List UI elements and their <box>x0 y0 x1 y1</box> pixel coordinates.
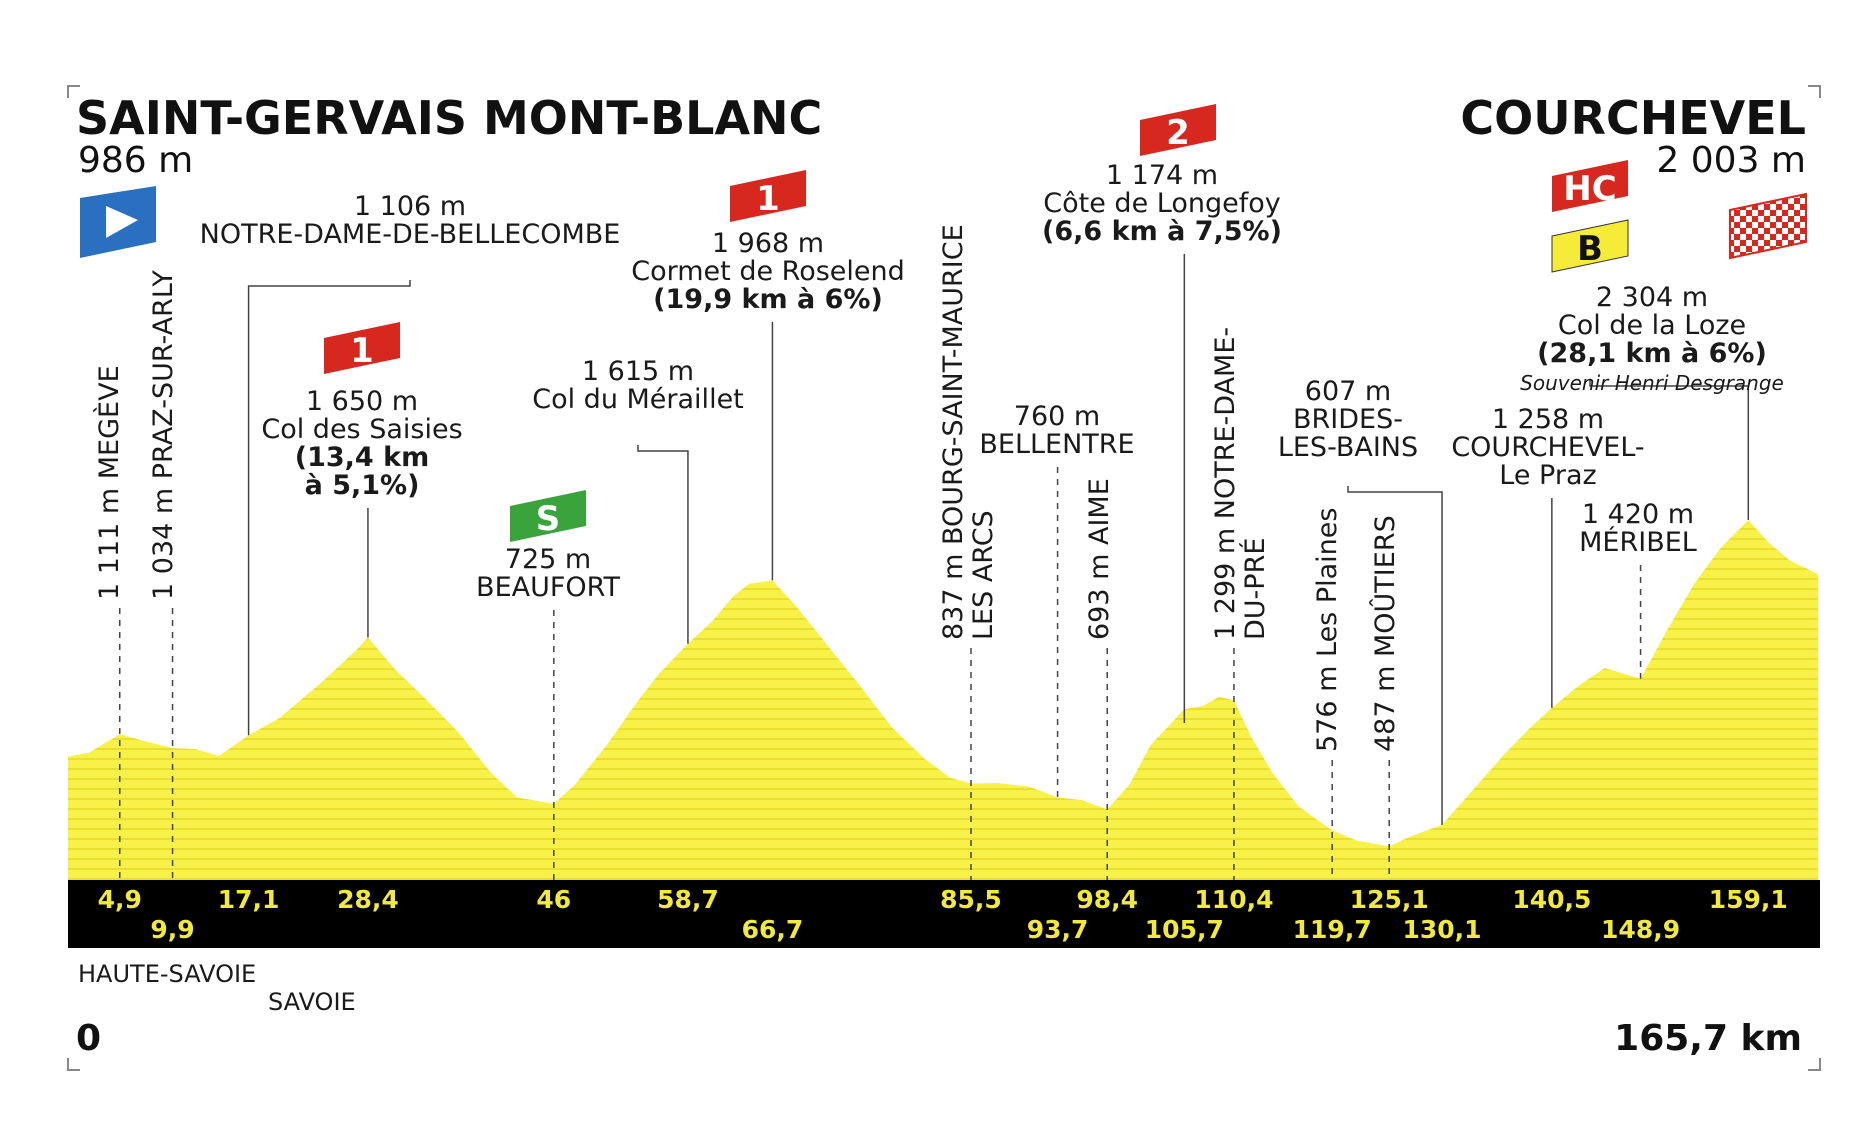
place-label: BELLENTRE <box>979 429 1134 460</box>
place-label: 837 m BOURG-SAINT-MAURICE <box>938 224 969 640</box>
km-marker-label: 85,5 <box>940 885 1002 914</box>
guide-line <box>247 280 411 736</box>
km-marker-label: 119,7 <box>1293 915 1372 944</box>
annotation-guides <box>119 254 1750 880</box>
finish-town: COURCHEVEL <box>1460 91 1806 145</box>
start-altitude: 986 m <box>78 140 193 181</box>
km-marker-label: 148,9 <box>1601 915 1680 944</box>
region-savoie: SAVOIE <box>268 988 356 1016</box>
place-label: 1 968 m <box>712 228 824 259</box>
place-label: COURCHEVEL- <box>1451 432 1644 463</box>
total-distance: 165,7 km <box>1614 1018 1802 1059</box>
guide-line <box>1589 380 1750 520</box>
place-label: 760 m <box>1014 401 1100 432</box>
finish-flag-icon <box>1729 192 1807 260</box>
place-label: Col du Méraillet <box>532 384 744 415</box>
frame <box>67 85 1821 1071</box>
km-marker-label: 58,7 <box>657 885 719 914</box>
finish-altitude: 2 003 m <box>1656 140 1806 181</box>
place-label: BEAUFORT <box>476 572 620 603</box>
place-label: BRIDES- <box>1293 404 1403 435</box>
place-label: 2 304 m <box>1596 282 1708 313</box>
place-label: Col de la Loze <box>1558 310 1746 341</box>
km-marker-label: 125,1 <box>1350 885 1429 914</box>
place-label: 1 258 m <box>1492 404 1604 435</box>
km-marker-label: 140,5 <box>1512 885 1591 914</box>
badge-b-icon: B <box>1551 219 1629 273</box>
place-label: 576 m Les Plaines <box>1312 508 1343 752</box>
start-flag-icon <box>80 186 156 258</box>
start-town: SAINT-GERVAIS MONT-BLANC <box>76 91 822 145</box>
place-label: DU-PRÉ <box>1239 538 1271 640</box>
km-marker-label: 93,7 <box>1027 915 1089 944</box>
badge-1-icon: 1 <box>324 322 400 374</box>
start-distance: 0 <box>76 1018 101 1059</box>
svg-text:2: 2 <box>1166 113 1190 153</box>
svg-text:HC: HC <box>1563 169 1616 209</box>
km-marker-label: 17,1 <box>218 885 280 914</box>
place-label: Le Praz <box>1499 460 1596 491</box>
place-label: 1 034 m PRAZ-SUR-ARLY <box>148 270 179 600</box>
badge-2-icon: 2 <box>1140 104 1216 156</box>
place-label: (6,6 km à 7,5%) <box>1042 216 1282 247</box>
km-marker-label: 98,4 <box>1076 885 1138 914</box>
km-marker-label: 159,1 <box>1709 885 1788 914</box>
guide-line <box>1347 486 1443 825</box>
place-label: 1 111 m MEGÈVE <box>93 365 125 600</box>
guide-line <box>637 445 689 644</box>
badge-1-icon: 1 <box>730 170 806 222</box>
svg-text:1: 1 <box>756 179 780 219</box>
place-label: 1 420 m <box>1582 499 1694 530</box>
place-label: 693 m AIME <box>1084 478 1115 640</box>
place-label: (19,9 km à 6%) <box>653 284 883 315</box>
place-label: 487 m MOÛTIERS <box>1369 515 1401 752</box>
km-marker-label: 9,9 <box>150 915 194 944</box>
place-label: LES ARCS <box>968 510 999 640</box>
svg-text:B: B <box>1577 229 1603 269</box>
place-label: NOTRE-DAME-DE-BELLECOMBE <box>200 219 621 250</box>
km-marker-label: 4,9 <box>98 885 142 914</box>
place-label: 1 174 m <box>1106 160 1218 191</box>
region-haute-savoie: HAUTE-SAVOIE <box>78 960 256 988</box>
place-label: 1 615 m <box>582 356 694 387</box>
place-label: Souvenir Henri Desgrange <box>1520 371 1784 395</box>
place-label: 1 650 m <box>306 386 418 417</box>
place-label: 1 106 m <box>354 191 466 222</box>
badge-hc-icon: HC <box>1552 160 1628 212</box>
elevation-profile-area <box>68 520 1818 880</box>
svg-text:S: S <box>536 499 561 539</box>
km-marker-label: 110,4 <box>1194 885 1273 914</box>
place-label: 725 m <box>505 544 591 575</box>
km-marker-label: 46 <box>536 885 571 914</box>
km-marker-label: 66,7 <box>742 915 804 944</box>
km-band <box>68 880 1820 948</box>
place-label: MÉRIBEL <box>1579 526 1697 558</box>
place-label: Cormet de Roselend <box>631 256 905 287</box>
place-label: à 5,1%) <box>305 470 420 501</box>
km-marker-label: 130,1 <box>1402 915 1481 944</box>
place-label: 1 299 m NOTRE-DAME- <box>1210 327 1241 640</box>
svg-text:1: 1 <box>350 331 374 371</box>
place-label: Côte de Longefoy <box>1043 188 1280 219</box>
place-label: (13,4 km <box>295 442 429 473</box>
place-label: (28,1 km à 6%) <box>1537 338 1767 369</box>
climb-annotations: 1 111 m MEGÈVE 1 034 m PRAZ-SUR-ARLY 1 106… <box>93 104 1784 752</box>
km-marker-label: 105,7 <box>1145 915 1224 944</box>
place-label: LES-BAINS <box>1278 432 1418 463</box>
badge-s-icon: S <box>510 490 586 542</box>
km-marker-label: 28,4 <box>337 885 399 914</box>
km-markers: 4,9 17,1 28,4 46 58,7 85,5 98,4 110,4 125,1 140,5… <box>98 885 1788 944</box>
place-label: 607 m <box>1305 376 1391 407</box>
place-label: Col des Saisies <box>261 414 462 445</box>
